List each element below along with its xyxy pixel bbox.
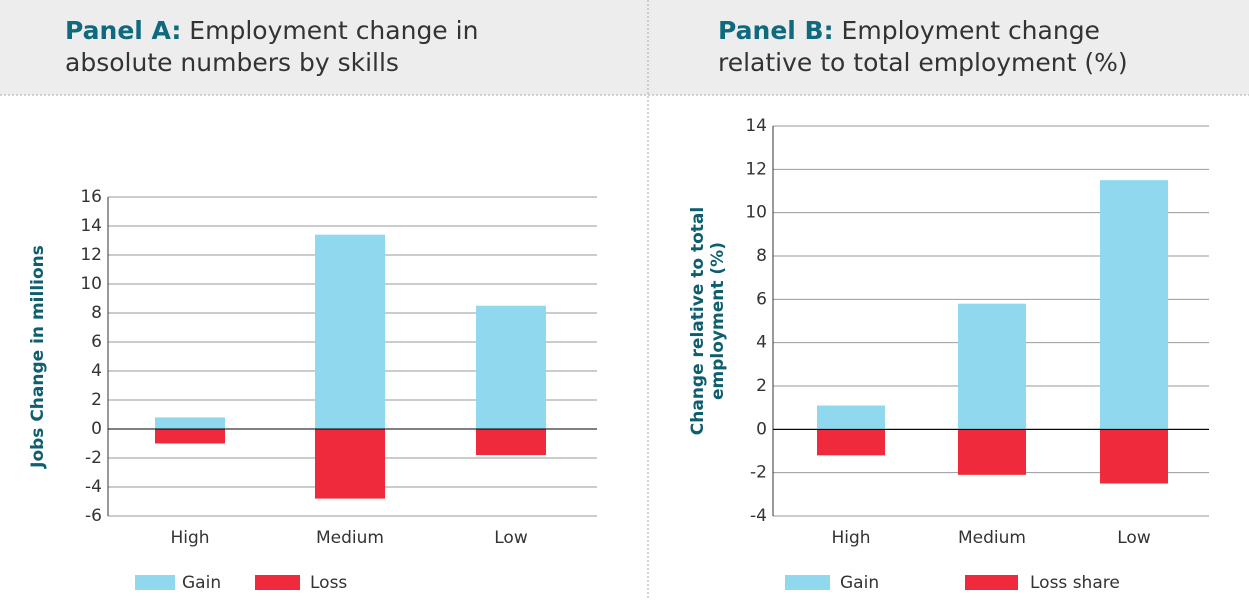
y-tick-label: -2 xyxy=(750,463,767,483)
bar xyxy=(476,305,546,429)
legend-label: Loss xyxy=(310,573,347,593)
y-tick-label: 4 xyxy=(91,361,102,381)
y-tick-label: 0 xyxy=(91,419,102,439)
y-tick-label: 6 xyxy=(91,332,102,352)
y-tick-label: -2 xyxy=(85,448,102,468)
bar xyxy=(958,429,1026,475)
x-tick-label: Medium xyxy=(316,528,384,548)
legend-label: Loss share xyxy=(1030,573,1120,593)
panel-title: Employment change xyxy=(834,16,1100,45)
bar xyxy=(1100,429,1168,484)
y-tick-label: 2 xyxy=(91,390,102,410)
legend-swatch xyxy=(785,575,830,590)
bar xyxy=(155,429,225,444)
panel-label: Panel A: xyxy=(65,16,181,45)
y-tick-label: 4 xyxy=(756,333,767,353)
panel-title: Employment change in xyxy=(181,16,478,45)
y-tick-label: 14 xyxy=(80,216,102,236)
legend-label: Gain xyxy=(182,573,221,593)
bar xyxy=(817,405,885,430)
legend-swatch xyxy=(965,575,1018,590)
x-tick-label: Low xyxy=(1117,528,1151,548)
y-tick-label: 8 xyxy=(91,303,102,323)
bar xyxy=(1100,180,1168,430)
y-tick-label: -4 xyxy=(85,477,102,497)
legend-swatch xyxy=(135,575,175,590)
y-tick-label: -6 xyxy=(85,506,102,526)
panel-header: Panel B: Employment change relative to to… xyxy=(718,16,1128,77)
bar xyxy=(476,429,546,456)
y-axis-label: employment (%) xyxy=(708,242,728,400)
y-tick-label: 8 xyxy=(756,246,767,266)
y-axis-label: Jobs Change in millions xyxy=(28,245,48,469)
y-tick-label: 0 xyxy=(756,419,767,439)
x-tick-label: High xyxy=(831,528,870,548)
y-tick-label: 12 xyxy=(80,245,102,265)
y-tick-label: 10 xyxy=(80,274,102,294)
y-tick-label: 10 xyxy=(745,203,767,223)
y-tick-label: 16 xyxy=(80,187,102,207)
panel-title: relative to total employment (%) xyxy=(718,48,1128,77)
y-axis-label: Change relative to total xyxy=(688,207,708,435)
bar xyxy=(155,417,225,429)
panel-title: absolute numbers by skills xyxy=(65,48,399,77)
y-tick-label: 6 xyxy=(756,289,767,309)
bar xyxy=(817,429,885,456)
y-tick-label: -4 xyxy=(750,506,767,526)
panel-label: Panel B: xyxy=(718,16,834,45)
y-tick-label: 2 xyxy=(756,376,767,396)
legend-label: Gain xyxy=(840,573,879,593)
y-tick-label: 12 xyxy=(745,159,767,179)
x-tick-label: High xyxy=(170,528,209,548)
bar xyxy=(315,234,385,429)
y-tick-label: 14 xyxy=(745,116,767,136)
header-band xyxy=(0,0,1249,95)
x-tick-label: Low xyxy=(494,528,528,548)
x-tick-label: Medium xyxy=(958,528,1026,548)
bar xyxy=(958,303,1026,430)
bar xyxy=(315,429,385,499)
panel-header: Panel A: Employment change in absolute nu… xyxy=(65,16,478,77)
legend-swatch xyxy=(255,575,300,590)
